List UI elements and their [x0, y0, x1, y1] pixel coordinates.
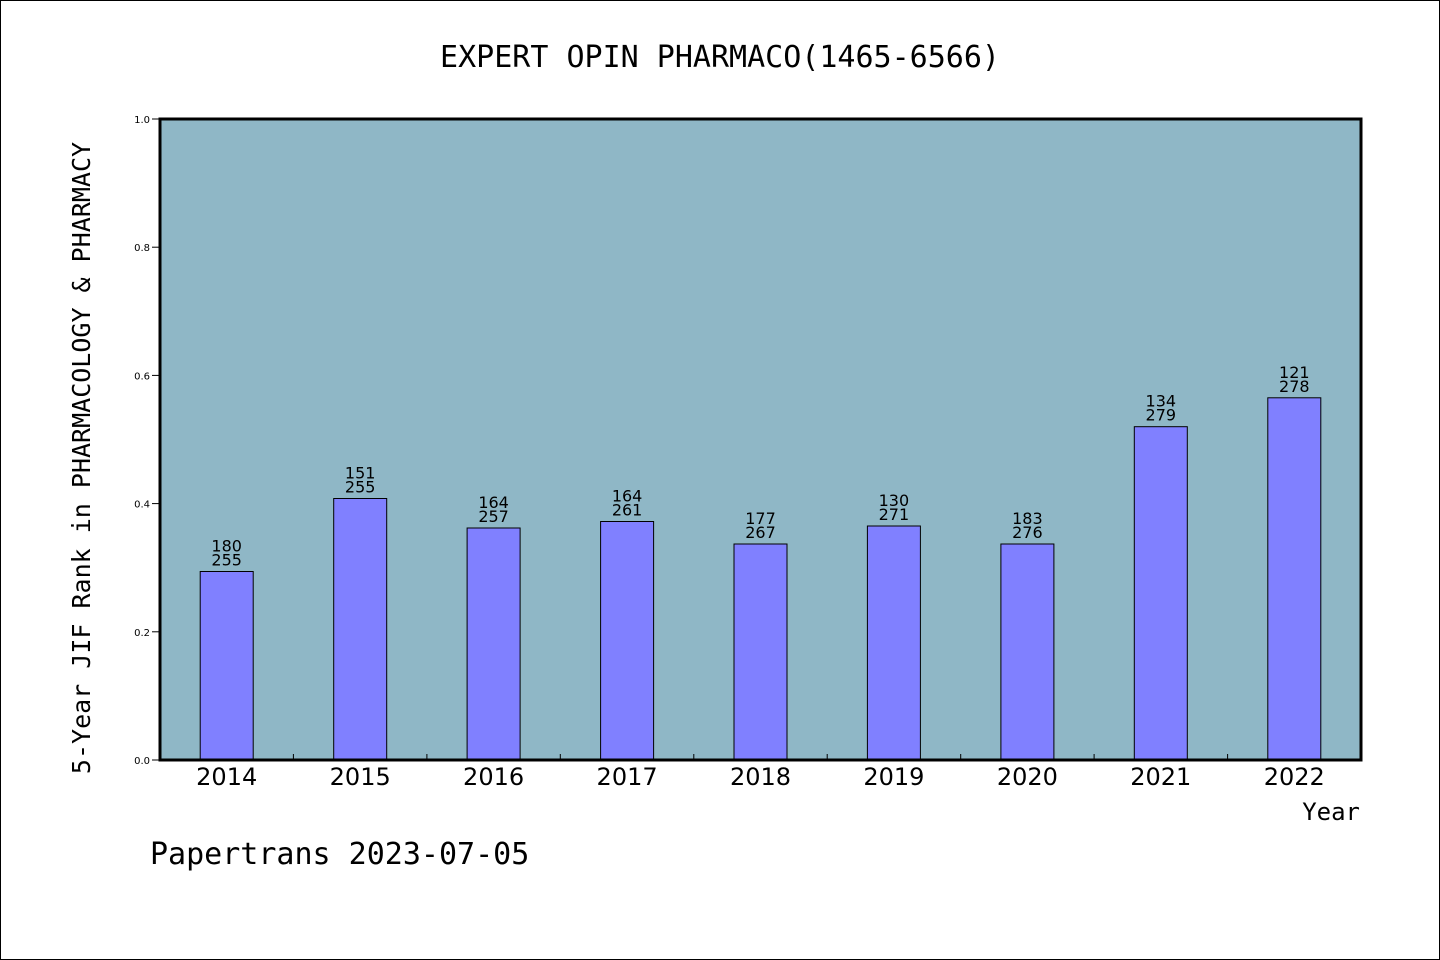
bar-total-label: 276	[1012, 523, 1043, 542]
bar-total-label: 255	[211, 551, 242, 570]
bar-2017	[600, 521, 655, 761]
bar-rank-label: 134	[1146, 392, 1177, 411]
bars-group	[199, 397, 1322, 761]
y-axis-ticks: 0.0 0.2 0.4 0.6 0.8 1.0	[134, 115, 160, 767]
x-axis-ticks: 2014 2015 2016 2017 2018 2019 2020 2021 2022	[196, 754, 1325, 791]
bar-total-label: 279	[1146, 406, 1177, 425]
y-axis-label: 5-Year JIF Rank in PHARMACOLOGY & PHARMA…	[67, 142, 96, 774]
bar-rank-label: 121	[1279, 363, 1310, 382]
bar-rank-label: 180	[211, 537, 242, 556]
x-tick-label: 2016	[463, 763, 524, 791]
x-tick-label: 2020	[997, 763, 1058, 791]
bar-2015	[333, 498, 388, 761]
x-tick-label: 2019	[863, 763, 924, 791]
chart-title: EXPERT OPIN PHARMACO(1465-6566)	[440, 40, 1000, 75]
bar-total-label: 255	[345, 478, 376, 497]
bar-2022	[1267, 397, 1322, 761]
x-tick-label: 2015	[330, 763, 391, 791]
x-tick-label: 2014	[196, 763, 257, 791]
bar-rank-label: 164	[478, 493, 509, 512]
footer-text: Papertrans 2023-07-05	[150, 837, 529, 872]
bar-rank-label: 130	[879, 491, 910, 510]
bar-2019	[866, 525, 921, 761]
bar-2020	[1000, 543, 1055, 761]
bar-total-label: 261	[612, 501, 643, 520]
y-tick-label: 1.0	[134, 115, 150, 126]
x-tick-label: 2022	[1264, 763, 1325, 791]
bar-rank-label: 177	[745, 509, 776, 528]
x-tick-label: 2021	[1130, 763, 1191, 791]
bar-2021	[1133, 426, 1188, 761]
y-tick-label: 0.0	[134, 756, 150, 767]
bar-2014	[199, 571, 254, 761]
bar-total-label: 271	[879, 505, 910, 524]
bar-2018	[733, 543, 788, 761]
bar-rank-label: 151	[345, 464, 376, 483]
y-tick-label: 0.6	[134, 371, 150, 382]
bar-total-label: 267	[745, 523, 776, 542]
bar-rank-label: 183	[1012, 509, 1043, 528]
bar-total-label: 257	[478, 507, 509, 526]
y-tick-label: 0.4	[134, 500, 150, 511]
x-axis-label: Year	[1302, 798, 1360, 826]
x-tick-label: 2017	[597, 763, 658, 791]
y-tick-label: 0.2	[134, 628, 150, 639]
x-tick-label: 2018	[730, 763, 791, 791]
bar-2016	[466, 527, 521, 761]
bar-rank-label: 164	[612, 487, 643, 506]
y-tick-label: 0.8	[134, 243, 150, 254]
plot-border	[158, 117, 1363, 762]
bar-total-label: 278	[1279, 377, 1310, 396]
